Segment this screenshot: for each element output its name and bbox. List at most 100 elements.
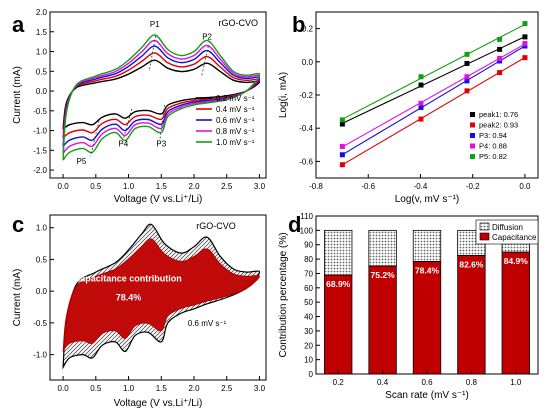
legend-label: 1.0 mV s⁻¹	[216, 138, 255, 147]
x-tick-label: 1.0	[123, 182, 135, 191]
diffusion-bar	[412, 229, 442, 262]
panel-label-d: d	[288, 212, 301, 237]
data-point	[339, 143, 345, 149]
fit-line	[341, 43, 526, 148]
data-point	[418, 104, 424, 110]
data-point	[522, 55, 528, 61]
chart-d-contribution-bars: 0 10 20 30 40 50 60 70 80 90 100 110 Scan rate (mV s…	[278, 212, 539, 401]
x-tick-label: 0.2	[333, 378, 345, 387]
peak-label: P3	[156, 139, 166, 148]
x-tick-label: 1.0	[510, 378, 522, 387]
y-tick-label: -1.0	[33, 351, 47, 360]
y-tick-label: 20	[304, 341, 313, 350]
data-point	[418, 82, 424, 88]
legend-swatch	[470, 122, 475, 128]
diffusion-bar	[324, 229, 353, 276]
data-point	[339, 117, 345, 123]
y-tick-label: 0.5	[36, 255, 48, 264]
y-tick-label: 80	[304, 255, 313, 264]
cv-curve	[62, 52, 261, 139]
x-tick-label: 0.5	[90, 384, 102, 393]
x-tick-label: 1.0	[123, 384, 135, 393]
chart-c-capacitance-area: 0.0 0.5 1.0 1.5 2.0 2.5 3.0 -1.0 -0.5 0.0 0.5 1.0 Vo…	[12, 214, 267, 409]
y-tick-label: -0.2	[299, 91, 313, 100]
capacitance-bar	[457, 254, 486, 375]
bar-data-label: 82.6%	[459, 259, 484, 269]
diffusion-bar	[368, 229, 397, 267]
legend-label: 0.6 mV s⁻¹	[216, 116, 255, 125]
annotation-text: rGO-CVO	[196, 221, 236, 231]
x-tick-label: -0.2	[466, 182, 480, 191]
x-tick-label: 1.5	[156, 384, 168, 393]
y-tick-label: 0.2	[302, 25, 314, 34]
data-point	[339, 152, 345, 158]
bar-data-label: 84.9%	[504, 256, 529, 266]
data-point	[497, 36, 503, 42]
fit-line	[341, 45, 526, 156]
y-tick-label: 0.0	[36, 87, 48, 96]
y-axis-label: Current (mA)	[12, 66, 23, 124]
legend-swatch-capacitance	[479, 232, 490, 241]
x-tick-label: 3.0	[254, 182, 266, 191]
x-tick-label: 0.0	[58, 384, 70, 393]
y-tick-label: 40	[304, 313, 313, 322]
x-axis-label: Voltage (V vs.Li⁺/Li)	[114, 194, 203, 205]
legend-label: 0.8 mV s⁻¹	[216, 127, 255, 136]
peak-label: P4	[118, 139, 128, 148]
data-point	[464, 74, 470, 80]
fit-line	[341, 57, 526, 166]
cv-curve	[62, 59, 261, 130]
y-tick-label: -0.5	[33, 319, 47, 328]
capacitance-bar	[412, 260, 442, 375]
y-tick-label: 30	[304, 327, 313, 336]
x-tick-label: 0.0	[519, 182, 531, 191]
rate-label: 0.6 mV s⁻¹	[188, 319, 227, 328]
inner-label: capacitance contribution	[75, 274, 182, 284]
data-point	[339, 162, 345, 168]
data-point	[522, 41, 528, 47]
data-point	[522, 21, 528, 27]
y-tick-label: 0	[309, 370, 314, 379]
y-tick-label: 100	[300, 226, 314, 235]
peak-trend-arrow	[149, 33, 157, 70]
x-tick-label: -0.8	[309, 182, 323, 191]
data-point	[418, 100, 424, 106]
percent-label: 78.4%	[116, 293, 142, 303]
legend-label: Diffusion	[492, 223, 523, 232]
peak-trend-arrow	[159, 104, 165, 140]
y-tick-label: 1.0	[36, 224, 48, 233]
annotation-text: rGO-CVO	[219, 18, 259, 28]
y-tick-label: -0.5	[33, 107, 47, 116]
legend-label: Capacitance	[492, 233, 537, 242]
x-tick-label: 0.8	[466, 378, 478, 387]
y-tick-label: 10	[304, 356, 313, 365]
fit-line	[341, 36, 526, 124]
x-tick-label: 2.5	[221, 182, 233, 191]
chart-b-log-plot: -0.8 -0.6 -0.4 -0.2 0.0 -0.6 -0.4 -0.2 0.0 0.2 Log…	[278, 11, 539, 205]
capacitance-bar	[501, 251, 530, 375]
y-axis-label: Current (mA)	[12, 269, 23, 327]
capacitance-bar	[324, 274, 353, 375]
x-tick-label: 2.5	[221, 384, 233, 393]
data-point	[464, 88, 470, 94]
peak-trend-arrow	[201, 45, 209, 76]
y-tick-label: -0.6	[299, 157, 313, 166]
legend-label: 0.4 mV s⁻¹	[216, 105, 255, 114]
legend-label: peak2: 0.93	[479, 121, 518, 130]
panel-label-b: b	[292, 12, 305, 37]
x-tick-label: 3.0	[254, 384, 266, 393]
x-tick-label: 2.0	[188, 384, 200, 393]
y-tick-label: 0.5	[36, 67, 48, 76]
data-point	[497, 46, 503, 52]
x-axis-label: Scan rate (mV s⁻¹)	[385, 390, 469, 401]
y-tick-label: 2.0	[36, 8, 48, 17]
legend-label: 0.2 mV s⁻¹	[216, 94, 255, 103]
capacitance-bar	[368, 265, 397, 375]
y-tick-label: 90	[304, 241, 313, 250]
y-tick-label: 60	[304, 284, 313, 293]
y-tick-label: -0.4	[299, 124, 313, 133]
legend-label: P5: 0.82	[479, 152, 507, 161]
data-point	[464, 78, 470, 84]
cv-curve	[62, 34, 261, 161]
x-tick-label: -0.6	[361, 182, 375, 191]
